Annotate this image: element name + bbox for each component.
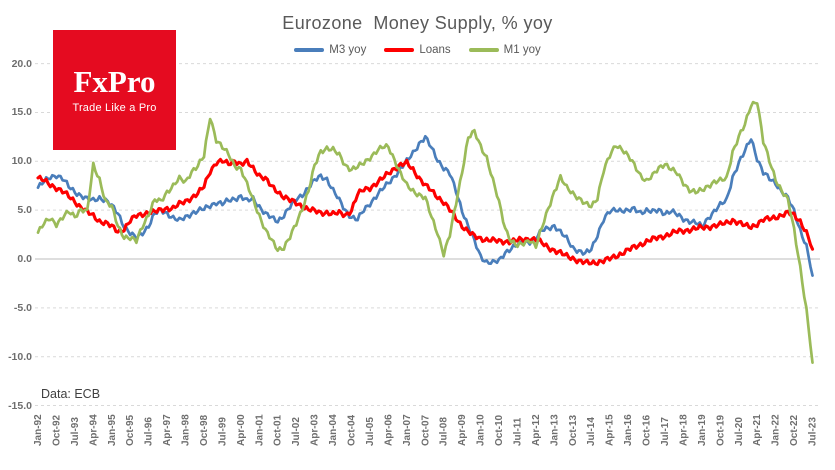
x-tick-label: Jul-05 <box>364 417 376 446</box>
x-tick-label: Jan-10 <box>475 414 487 446</box>
x-tick-label: Apr-97 <box>162 414 174 446</box>
x-tick-label: Apr-06 <box>383 414 395 446</box>
loans-line-swatch-icon <box>384 48 415 52</box>
series-line-m1-yoy <box>36 100 814 364</box>
fxpro-logo-tagline: Trade Like a Pro <box>72 102 157 114</box>
legend-label-m1: M1 yoy <box>503 44 541 56</box>
fxpro-logo-wordmark: FxPro <box>73 64 156 99</box>
series-line-loans <box>36 157 815 267</box>
legend-item-loans: Loans <box>384 44 451 56</box>
x-tick-label: Oct-16 <box>641 414 653 446</box>
x-tick-label: Apr-94 <box>88 414 100 446</box>
y-tick-label: 5.0 <box>17 204 32 217</box>
x-tick-label: Oct-19 <box>715 414 727 446</box>
m3-line-swatch-icon <box>294 48 325 52</box>
y-tick-label: -15.0 <box>8 399 32 412</box>
legend-item-m3: M3 yoy <box>294 44 366 56</box>
x-tick-label: Jan-95 <box>106 414 118 446</box>
source-note: Data: ECB <box>41 387 101 401</box>
y-tick-label: 20.0 <box>11 57 32 70</box>
legend: M3 yoy Loans M1 yoy <box>0 44 835 56</box>
chart-title: Eurozone Money Supply, % yoy <box>282 13 553 33</box>
legend-label-loans: Loans <box>419 44 451 56</box>
x-tick-label: Jul-14 <box>586 417 598 446</box>
x-tick-label: Oct-95 <box>125 414 137 446</box>
x-tick-label: Jan-04 <box>328 414 340 446</box>
x-tick-label: Apr-18 <box>678 414 690 446</box>
x-tick-label: Oct-13 <box>567 414 579 446</box>
x-tick-label: Jul-08 <box>438 417 450 446</box>
m1-line-swatch-icon <box>468 48 499 52</box>
x-tick-label: Jan-13 <box>549 414 561 446</box>
y-tick-label: 0.0 <box>17 253 32 265</box>
x-tick-label: Jan-98 <box>180 414 192 446</box>
y-tick-label: 15.0 <box>11 106 32 119</box>
x-tick-label: Jan-01 <box>254 414 266 446</box>
x-tick-label: Apr-12 <box>530 414 542 446</box>
x-tick-label: Jul-93 <box>69 417 81 446</box>
x-tick-label: Jan-16 <box>623 414 635 446</box>
series-line-m3-yoy <box>36 134 814 277</box>
x-tick-label: Oct-98 <box>199 414 210 446</box>
x-tick-label: Jul-02 <box>291 417 303 446</box>
y-tick-label: -5.0 <box>13 301 32 314</box>
x-tick-label: Jul-23 <box>807 417 819 446</box>
x-tick-label: Jan-19 <box>696 414 708 446</box>
x-tick-label: Oct-07 <box>420 414 432 446</box>
x-tick-label: Oct-01 <box>272 414 284 446</box>
x-tick-label: Apr-15 <box>604 414 616 446</box>
x-tick-label: Oct-22 <box>789 414 801 446</box>
x-tick-label: Jan-92 <box>33 414 44 446</box>
y-tick-label: 10.0 <box>11 155 32 168</box>
x-tick-label: Jul-96 <box>143 417 155 446</box>
x-tick-label: Apr-09 <box>457 414 469 446</box>
x-tick-label: Apr-03 <box>309 414 321 446</box>
x-tick-label: Jul-17 <box>660 417 671 446</box>
x-tick-label: Oct-04 <box>346 414 358 446</box>
x-tick-label: Oct-10 <box>494 414 505 446</box>
x-tick-label: Apr-00 <box>235 414 247 446</box>
x-tick-label: Jan-07 <box>401 414 413 446</box>
x-tick-label: Apr-21 <box>752 414 764 446</box>
fxpro-logo: FxPro Trade Like a Pro <box>53 30 176 150</box>
legend-item-m1: M1 yoy <box>468 44 541 56</box>
legend-label-m3: M3 yoy <box>329 44 367 56</box>
x-tick-label: Oct-92 <box>51 414 63 446</box>
x-tick-label: Jul-99 <box>217 417 229 446</box>
x-tick-label: Jan-22 <box>770 414 782 446</box>
x-tick-label: Jul-11 <box>512 417 524 446</box>
x-tick-label: Jul-20 <box>733 417 745 446</box>
y-tick-label: -10.0 <box>8 350 32 363</box>
